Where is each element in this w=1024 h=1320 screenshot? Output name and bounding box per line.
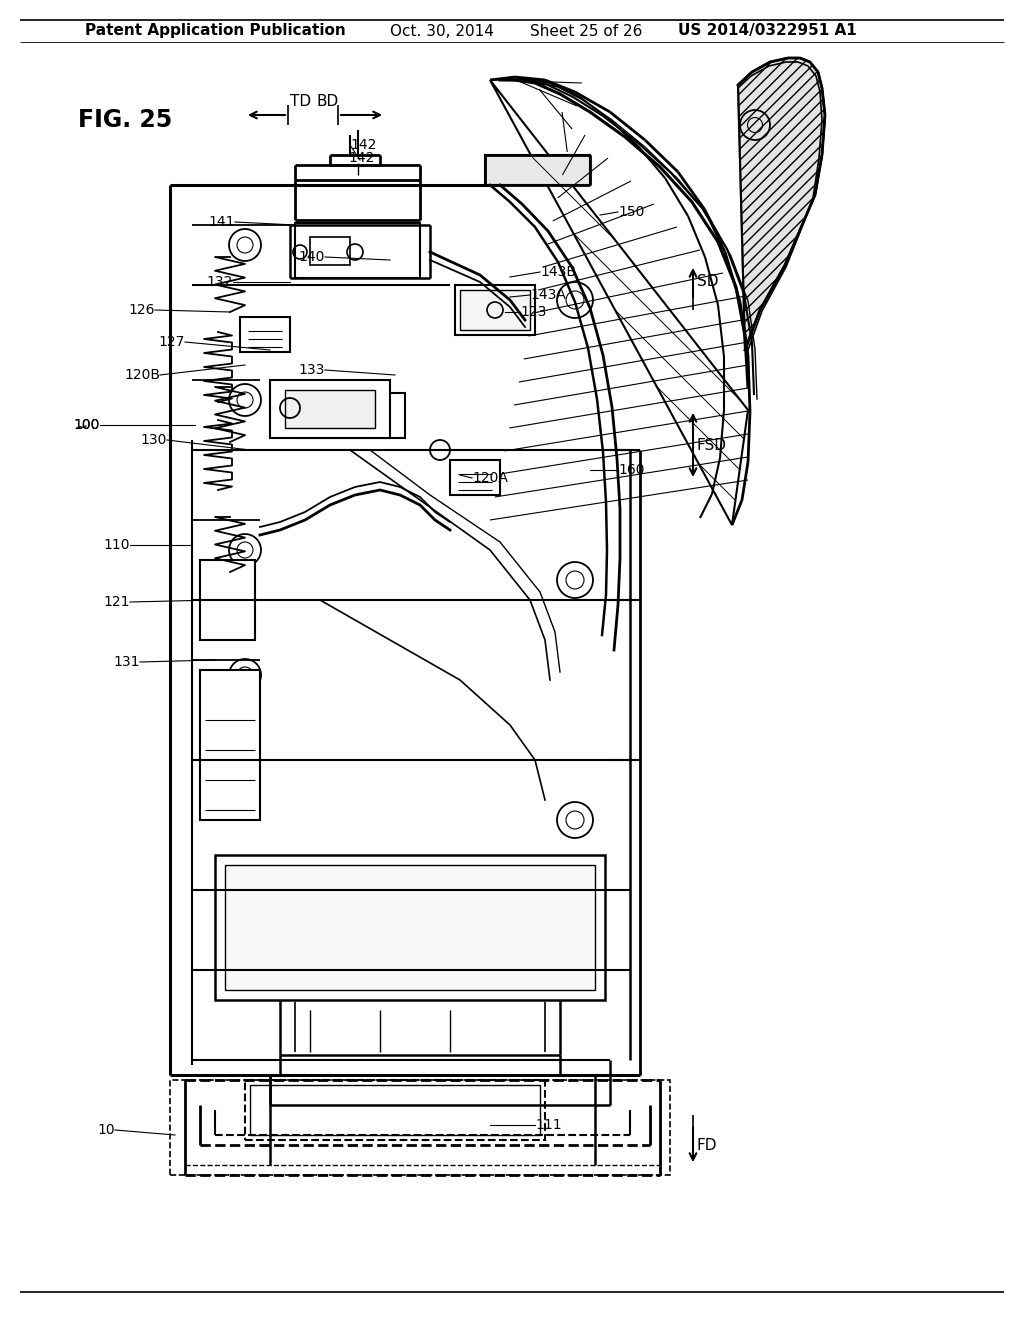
Bar: [455, 285, 535, 335]
Text: 100: 100: [74, 418, 100, 432]
Text: 142: 142: [348, 150, 375, 165]
Bar: [460, 290, 530, 330]
Bar: [225, 865, 595, 990]
Bar: [285, 389, 375, 428]
Bar: [450, 459, 500, 495]
Text: 142: 142: [350, 139, 377, 152]
Bar: [200, 560, 255, 640]
Polygon shape: [490, 81, 748, 525]
Polygon shape: [738, 58, 825, 350]
Text: FD: FD: [697, 1138, 718, 1152]
Text: 126: 126: [128, 304, 155, 317]
Text: US 2014/0322951 A1: US 2014/0322951 A1: [678, 24, 857, 38]
Text: 160: 160: [618, 463, 644, 477]
Text: 143B: 143B: [540, 265, 575, 279]
Text: 120A: 120A: [472, 471, 508, 484]
Bar: [240, 317, 290, 352]
Text: 143A: 143A: [530, 288, 566, 302]
Text: Sheet 25 of 26: Sheet 25 of 26: [530, 24, 642, 38]
Text: 150: 150: [618, 205, 644, 219]
Text: BD: BD: [316, 95, 339, 110]
Bar: [200, 671, 260, 820]
Text: 130: 130: [140, 433, 167, 447]
Text: FSD: FSD: [697, 437, 727, 453]
Bar: [310, 238, 350, 265]
Text: ~: ~: [73, 417, 90, 437]
Bar: [250, 1085, 540, 1135]
Text: 141: 141: [209, 215, 234, 228]
Text: 133: 133: [299, 363, 325, 378]
Bar: [270, 380, 390, 438]
Text: 111: 111: [535, 1118, 561, 1133]
Text: 140: 140: [299, 249, 325, 264]
Text: 10: 10: [97, 1123, 115, 1137]
Text: 123: 123: [520, 305, 547, 319]
Text: TD: TD: [290, 95, 311, 110]
Text: FIG. 25: FIG. 25: [78, 108, 172, 132]
Text: 120B: 120B: [124, 368, 160, 381]
Bar: [170, 1080, 670, 1175]
Text: 100: 100: [74, 418, 100, 432]
Text: 121: 121: [103, 595, 130, 609]
Bar: [245, 1080, 545, 1140]
Text: Patent Application Publication: Patent Application Publication: [85, 24, 346, 38]
Text: SD: SD: [697, 275, 719, 289]
Bar: [485, 154, 590, 185]
Bar: [295, 223, 420, 279]
Text: 131: 131: [114, 655, 140, 669]
Text: 127: 127: [159, 335, 185, 348]
Bar: [295, 393, 406, 438]
Text: Oct. 30, 2014: Oct. 30, 2014: [390, 24, 494, 38]
Bar: [215, 855, 605, 1001]
Text: 110: 110: [103, 539, 130, 552]
Text: 132: 132: [207, 275, 233, 289]
